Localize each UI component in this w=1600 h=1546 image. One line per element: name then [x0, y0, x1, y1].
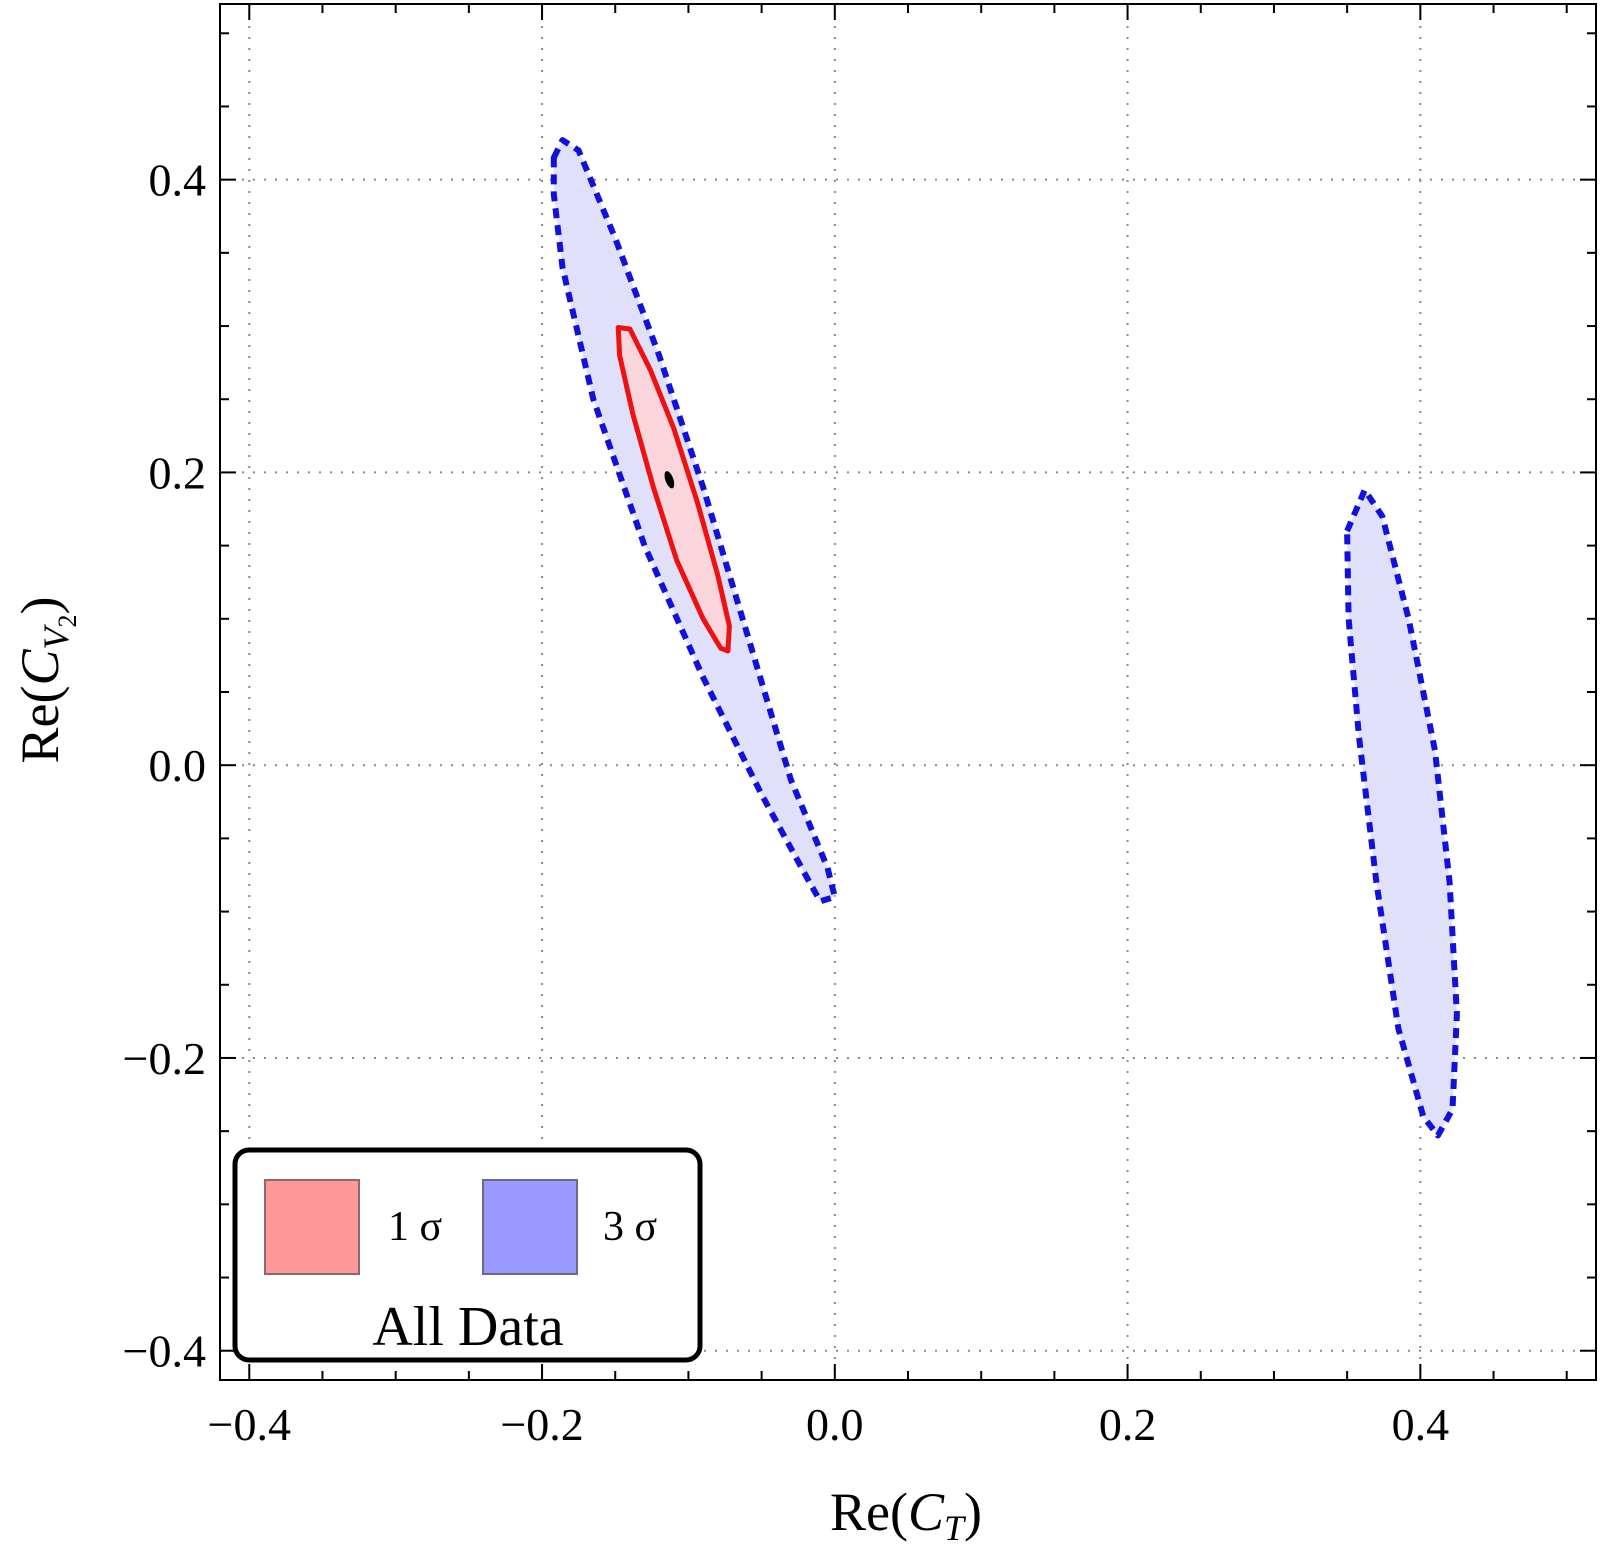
x-axis-label-sub: T: [944, 1508, 967, 1546]
region-1sigma-0: [615, 325, 732, 654]
y-axis-label: Re(CV2): [10, 597, 82, 764]
y-tick-label: −0.4: [123, 1326, 206, 1377]
y-tick-label: 0.2: [149, 447, 207, 498]
x-axis-label-symbol: C: [908, 1482, 945, 1542]
y-tick-label: −0.2: [123, 1033, 206, 1084]
best-fit-point: [664, 471, 675, 489]
legend-swatch-3sigma: [482, 1179, 578, 1275]
y-tick-label: 0.4: [149, 155, 207, 206]
legend-label-1sigma: 1 σ: [388, 1204, 442, 1250]
confidence-regions: [550, 137, 1460, 1139]
best-fit-layer: [664, 471, 675, 489]
y-axis-label-suffix: ): [10, 597, 70, 615]
x-tick-label: 0.0: [806, 1399, 864, 1450]
y-tick-label: 0.0: [149, 740, 207, 791]
y-axis-label-symbol: C: [10, 649, 70, 686]
x-tick-label: −0.2: [500, 1399, 583, 1450]
legend-swatch-1sigma: [264, 1179, 360, 1275]
y-axis-label-prefix: Re(: [10, 686, 70, 764]
x-tick-label: 0.4: [1392, 1399, 1450, 1450]
tick-labels: −0.4 −0.2 0.0 0.2 0.4 −0.4 −0.2 0.0 0.2 0.4: [123, 155, 1450, 1450]
y-axis-label-subsub: 2: [53, 614, 82, 627]
legend-title: All Data: [372, 1296, 563, 1358]
x-axis-label: Re(CT): [830, 1482, 982, 1546]
x-tick-label: −0.4: [208, 1399, 291, 1450]
legend: 1 σ 3 σ All Data: [232, 1147, 703, 1363]
region-3sigma-1: [1344, 487, 1460, 1139]
y-axis-label-sub: V: [36, 623, 76, 649]
x-axis-label-suffix: ): [964, 1482, 982, 1542]
legend-label-3sigma: 3 σ: [603, 1204, 657, 1250]
axis-ticks: [220, 4, 1596, 1380]
x-tick-label: 0.2: [1099, 1399, 1157, 1450]
x-axis-label-prefix: Re(: [830, 1482, 908, 1542]
